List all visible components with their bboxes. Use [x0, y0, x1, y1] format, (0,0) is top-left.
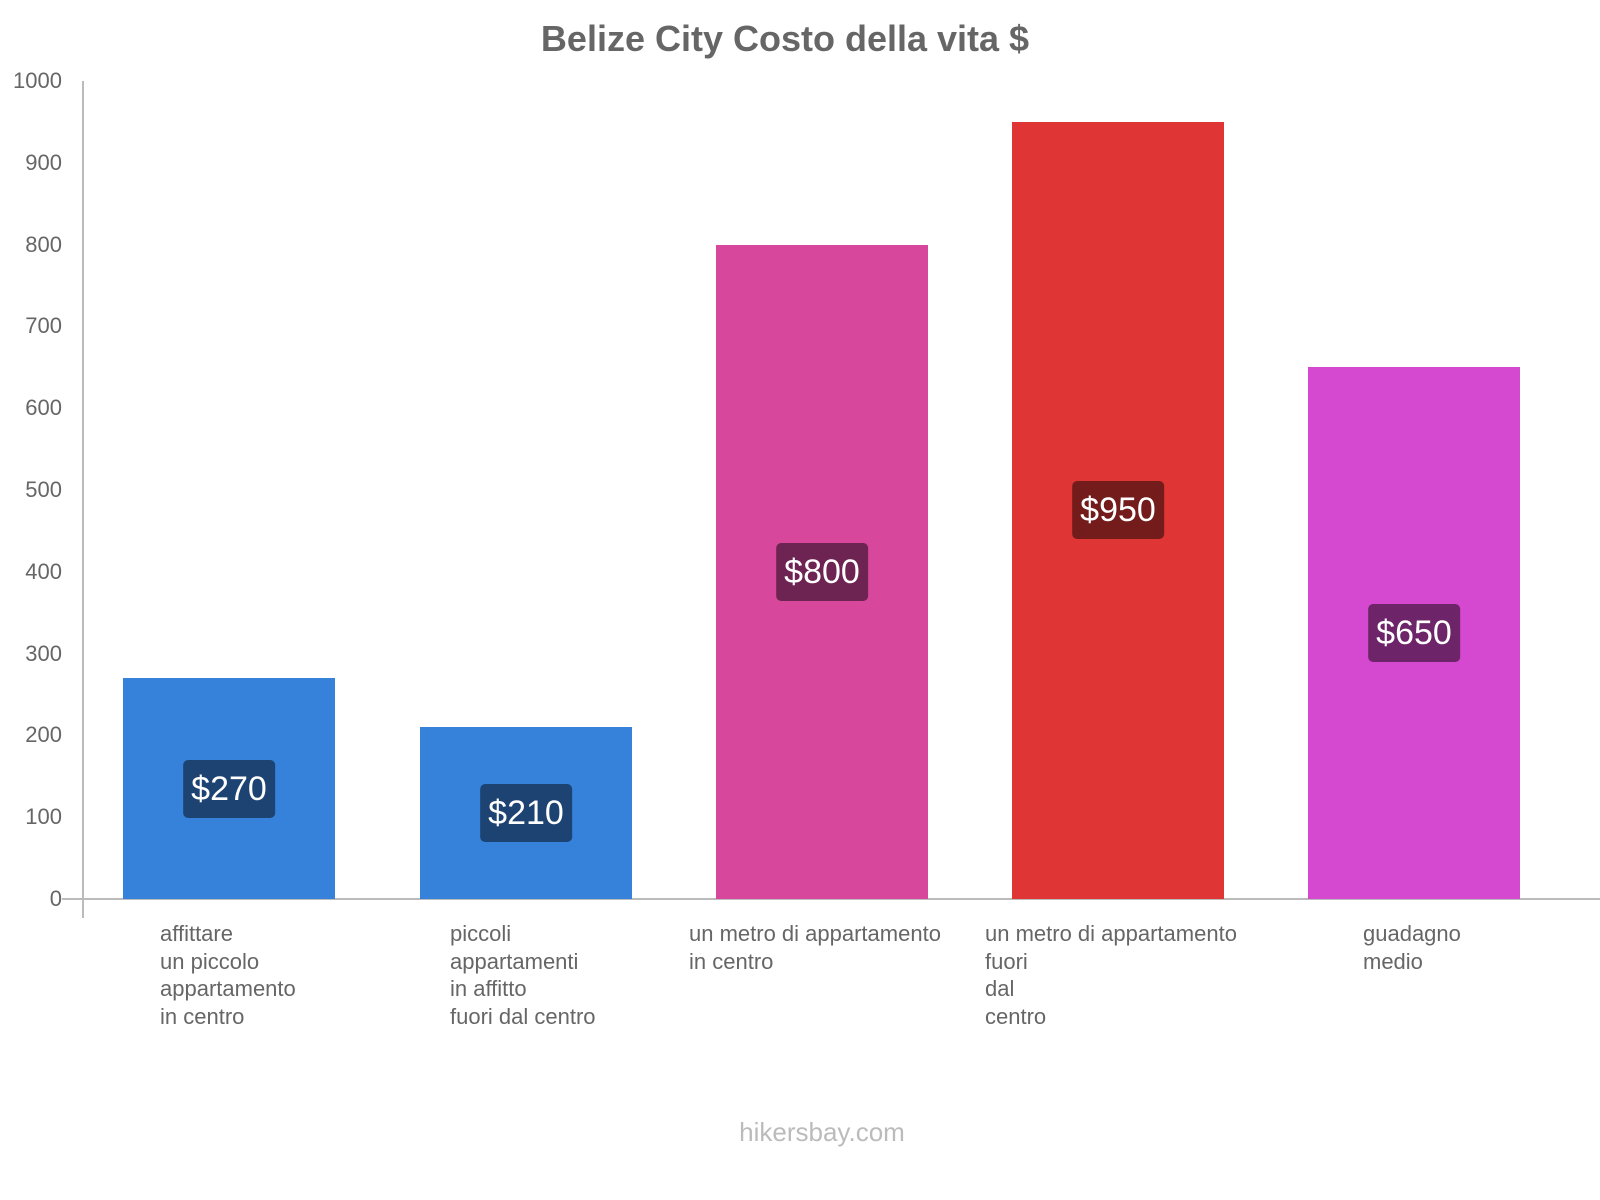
y-tick-label: 300: [25, 640, 62, 666]
bar: $210: [420, 727, 632, 899]
y-tick-label: 500: [25, 477, 62, 502]
x-axis-line: [62, 898, 1600, 900]
bar: $270: [123, 678, 335, 899]
bar-value-label: $950: [1072, 481, 1164, 540]
bar-value-label: $270: [183, 759, 275, 818]
bar-value-label: $210: [480, 784, 572, 843]
bar: $650: [1308, 367, 1520, 899]
y-tick-label: 700: [25, 313, 62, 339]
y-tick-label: 100: [25, 804, 62, 830]
bar-value-label: $650: [1368, 604, 1460, 663]
y-tick-label: 600: [25, 395, 62, 421]
y-tick-label: 800: [25, 231, 62, 257]
y-tick-label: 900: [25, 149, 62, 175]
bar: $800: [716, 244, 928, 899]
x-axis-category-label: un metro di appartamento fuori dal centr…: [985, 921, 1237, 1029]
y-tick-label: 200: [25, 722, 62, 748]
x-axis-category-label: affittare un piccolo appartamento in cen…: [160, 921, 296, 1029]
x-axis-category-label: piccoli appartamenti in affitto fuori da…: [450, 921, 596, 1029]
x-axis-category-label: guadagno medio: [1363, 921, 1461, 974]
bar-value-label: $800: [776, 542, 868, 601]
watermark: hikersbay.com: [739, 1117, 905, 1147]
bar: $950: [1012, 121, 1224, 899]
y-tick-label: 1000: [13, 68, 62, 93]
y-tick-label: 0: [49, 886, 62, 911]
y-axis-line: [82, 81, 84, 918]
x-axis-category-label: un metro di appartamento in centro: [689, 921, 941, 974]
y-tick-label: 400: [25, 558, 62, 584]
chart-title: Belize City Costo della vita $: [540, 18, 1030, 59]
